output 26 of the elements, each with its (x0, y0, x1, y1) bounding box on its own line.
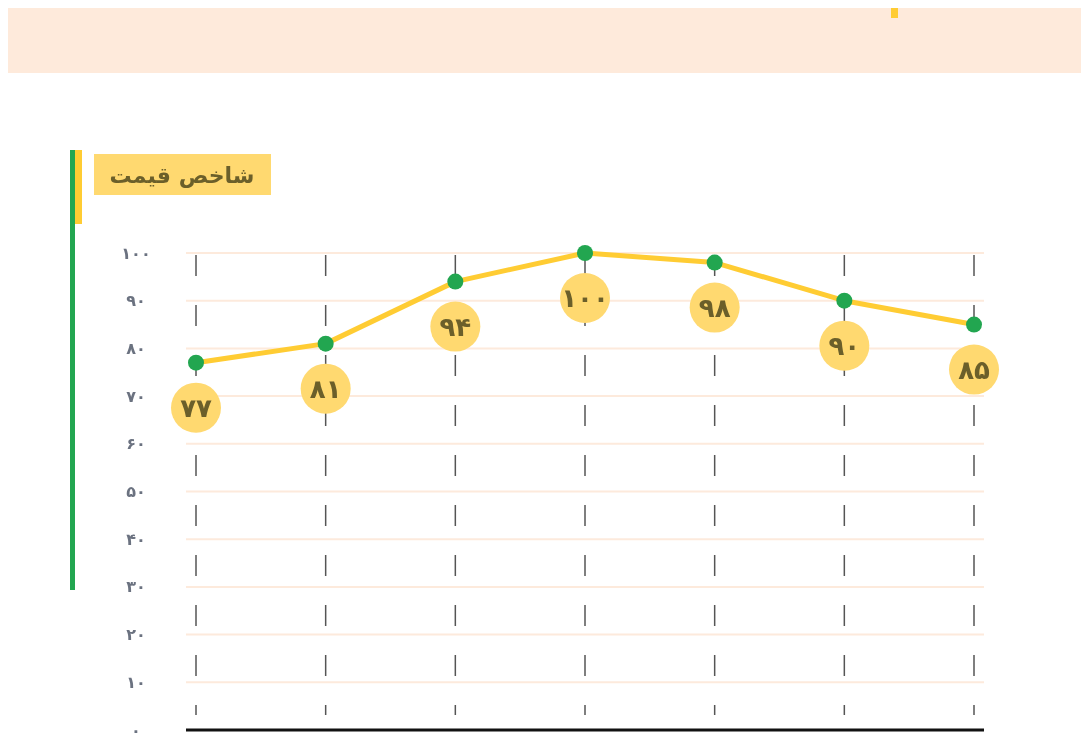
y-tick-label: ۸۰ (126, 338, 146, 358)
y-tick-label: ۴۰ (126, 529, 146, 549)
data-label: ۷۷ (180, 392, 212, 423)
point (317, 335, 334, 352)
y-tick-label: ۲۰ (126, 625, 146, 645)
data-label: ۹۰ (828, 330, 861, 361)
point (188, 354, 204, 371)
y-tick-label: ۷۰ (126, 386, 146, 406)
y-tick-label: ۱۰۰ (121, 243, 151, 263)
data-label: ۸۵ (958, 354, 990, 385)
point (447, 273, 464, 290)
point (966, 316, 982, 333)
point (836, 292, 853, 309)
data-label: ۸۱ (309, 373, 342, 404)
data-label: ۹۸ (698, 292, 731, 323)
y-tick-label: ۰ (131, 720, 141, 740)
point (577, 245, 593, 261)
y-tick-label: ۵۰ (126, 482, 146, 501)
data-label: ۹۴ (439, 311, 472, 342)
chart-title: شاخص قیمت (109, 162, 255, 188)
y-tick-label: ۳۰ (126, 577, 146, 597)
y-tick-label: ۹۰ (126, 291, 146, 311)
y-tick-label: ۱۰ (126, 672, 146, 692)
y-tick-label: ۶۰ (126, 434, 146, 454)
data-label: ۱۰۰ (561, 283, 609, 313)
point (706, 254, 723, 271)
